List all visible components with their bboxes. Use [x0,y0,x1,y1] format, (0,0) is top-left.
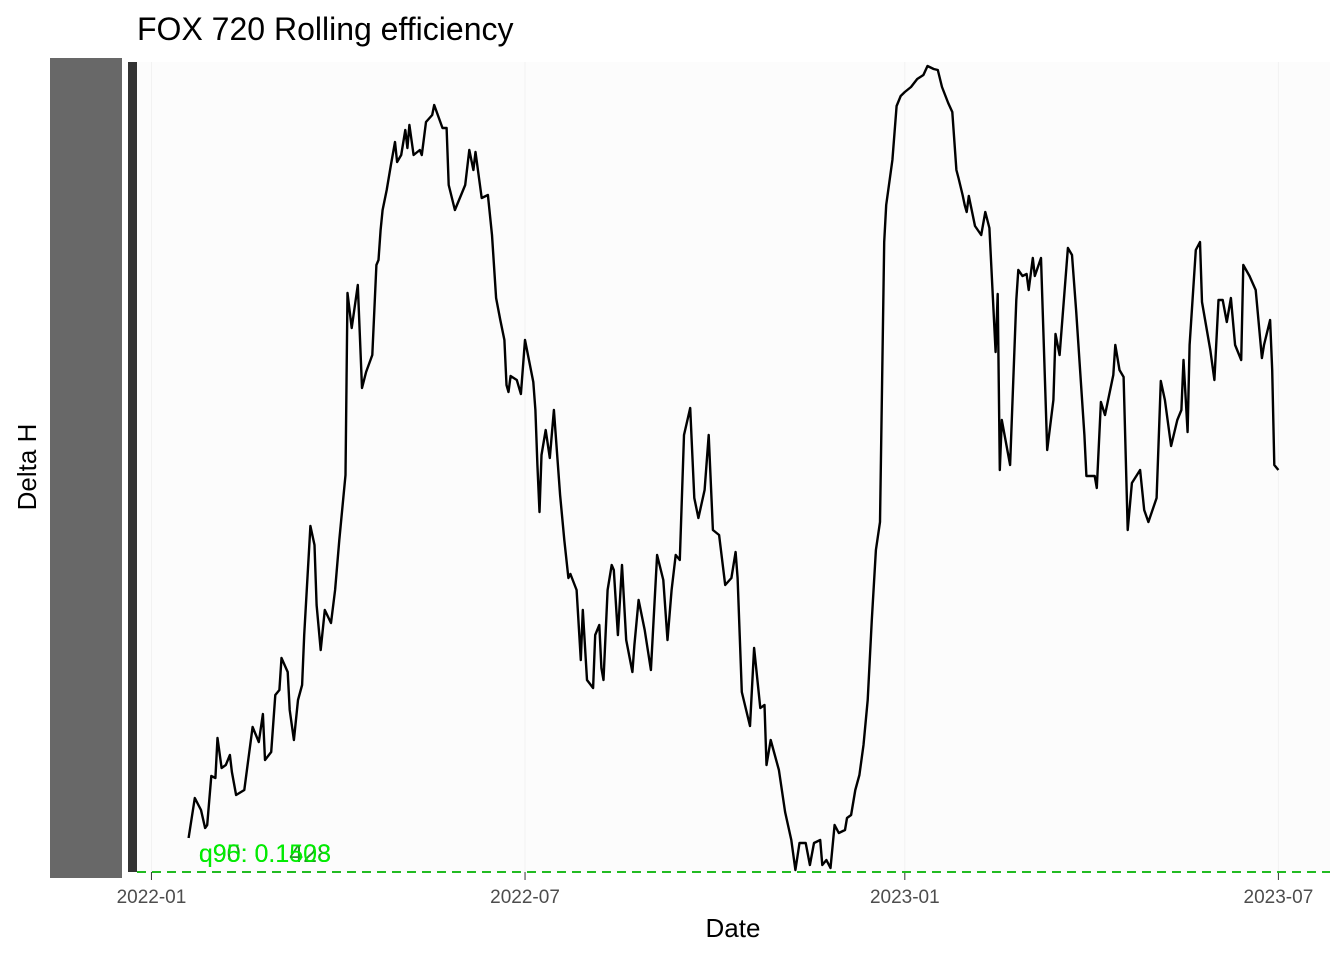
y-tick-label-mass [50,58,137,878]
annotation: q90: 0.1428 [199,840,331,868]
x-tick-label: 2022-01 [117,887,187,908]
panel [137,62,1330,872]
x-axis-title: Date [706,913,761,943]
line [187,64,1280,872]
x-tick-label: 2023-01 [870,887,940,908]
y-axis-title: Delta H [12,424,42,511]
x-tick-label: 2022-07 [490,887,560,908]
x-tick-label: 2023-07 [1244,887,1314,908]
plot-area: 2022-01 2022-07 2023-01 2023-07 q90: 0.1428q… [117,62,1330,908]
annotation: q95: 0.1503 [199,840,331,868]
chart-title: FOX 720 Rolling efficiency [137,11,513,47]
